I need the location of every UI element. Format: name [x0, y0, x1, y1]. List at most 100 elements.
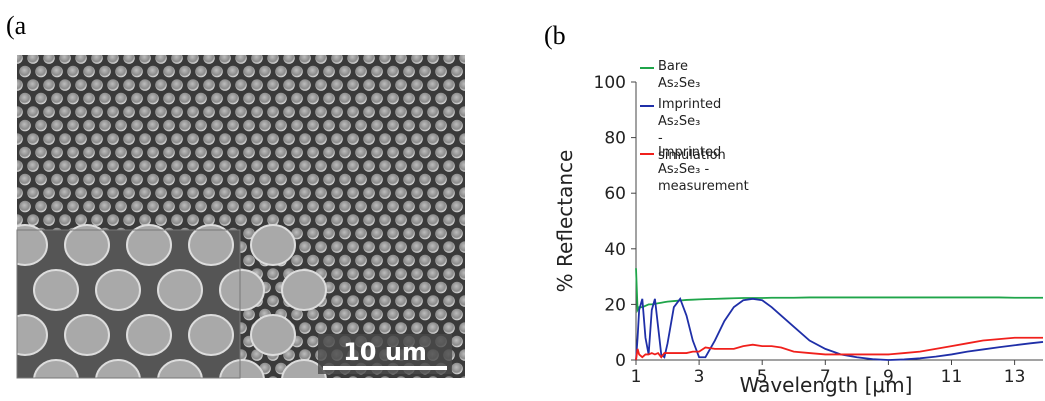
- sem-dot: [459, 160, 465, 172]
- sem-dot: [331, 214, 343, 226]
- sem-dot: [379, 106, 391, 118]
- sem-dot: [243, 200, 255, 213]
- sem-image: [16, 55, 465, 379]
- sem-dot: [195, 200, 207, 213]
- sem-dot: [371, 119, 383, 132]
- inset-pillar: [126, 314, 172, 356]
- sem-dot: [259, 92, 271, 105]
- sem-dot: [411, 133, 423, 145]
- sem-dot: [243, 308, 255, 321]
- sem-dot: [107, 55, 119, 64]
- sem-dot: [355, 65, 367, 78]
- sem-dot: [107, 187, 119, 199]
- sem-dot: [17, 133, 23, 145]
- sem-dot: [347, 133, 359, 145]
- sem-dot: [17, 79, 23, 91]
- sem-dot: [411, 295, 423, 307]
- sem-dot: [171, 79, 183, 91]
- sem-dot: [331, 268, 343, 280]
- sem-dot: [19, 119, 31, 132]
- sem-dot: [291, 119, 303, 132]
- sem-dot: [283, 133, 295, 145]
- sem-dot: [115, 173, 127, 186]
- sem-dot: [347, 241, 359, 253]
- sem-dot: [179, 200, 191, 213]
- sem-dot: [307, 146, 319, 159]
- sem-dot: [83, 119, 95, 132]
- sem-dot: [43, 160, 55, 172]
- sem-dot: [411, 241, 423, 253]
- sem-dot: [43, 214, 55, 226]
- sem-dot: [347, 160, 359, 172]
- line-series: [635, 336, 1043, 361]
- sem-dot: [67, 146, 79, 159]
- sem-dot: [283, 160, 295, 172]
- sem-dot: [27, 55, 39, 64]
- y-tick-label: 40: [604, 240, 626, 260]
- x-tick-label: 11: [941, 367, 963, 387]
- sem-dot: [387, 92, 399, 105]
- sem-dot: [315, 55, 327, 64]
- sem-dot: [19, 92, 31, 105]
- sem-dot: [395, 322, 407, 334]
- sem-dot: [331, 187, 343, 199]
- sem-dot: [235, 79, 247, 91]
- sem-dot: [403, 308, 415, 321]
- sem-dot: [75, 214, 87, 226]
- sem-dot: [411, 160, 423, 172]
- sem-dot: [155, 133, 167, 145]
- sem-dot: [243, 173, 255, 186]
- line-series: [635, 296, 1044, 361]
- sem-dot: [323, 227, 335, 240]
- sem-dot: [459, 79, 465, 91]
- sem-dot: [259, 119, 271, 132]
- inset-pillar: [188, 314, 234, 356]
- sem-dot: [91, 55, 103, 64]
- scale-bar-label: 10 um: [343, 338, 427, 366]
- sem-dot: [267, 106, 279, 118]
- sem-dot: [387, 254, 399, 267]
- sem-dot: [251, 79, 263, 91]
- sem-dot: [67, 173, 79, 186]
- sem-dot: [331, 295, 343, 307]
- sem-dot: [307, 335, 319, 348]
- inset-pillar: [64, 314, 110, 356]
- sem-dot: [155, 106, 167, 118]
- sem-dot: [315, 214, 327, 226]
- sem-dot: [443, 55, 455, 64]
- sem-dot: [275, 173, 287, 186]
- sem-dot: [355, 308, 367, 321]
- sem-dot: [243, 227, 255, 240]
- sem-dot: [435, 200, 447, 213]
- sem-dot: [379, 187, 391, 199]
- inset-pillar: [17, 314, 48, 356]
- sem-dot: [283, 79, 295, 91]
- sem-dot: [443, 79, 455, 91]
- sem-dot: [315, 160, 327, 172]
- sem-dot: [179, 146, 191, 159]
- sem-dot: [387, 200, 399, 213]
- sem-dot: [35, 119, 47, 132]
- sem-dot: [355, 173, 367, 186]
- sem-dot: [419, 227, 431, 240]
- sem-dot: [403, 173, 415, 186]
- sem-dot: [451, 119, 463, 132]
- sem-dot: [211, 65, 223, 78]
- sem-dot: [419, 146, 431, 159]
- sem-dot: [171, 55, 183, 64]
- sem-dot: [99, 200, 111, 213]
- sem-dot: [451, 308, 463, 321]
- sem-dot: [379, 133, 391, 145]
- sem-dot: [267, 214, 279, 226]
- sem-dot: [363, 241, 375, 253]
- inset-pillar: [64, 224, 110, 266]
- sem-dot: [427, 322, 439, 334]
- sem-dot: [459, 106, 465, 118]
- sem-dot: [347, 106, 359, 118]
- sem-dot: [403, 92, 415, 105]
- sem-dot: [163, 92, 175, 105]
- sem-dot: [307, 254, 319, 267]
- inset-border: [16, 229, 241, 379]
- sem-dot: [355, 119, 367, 132]
- sem-dot: [427, 187, 439, 199]
